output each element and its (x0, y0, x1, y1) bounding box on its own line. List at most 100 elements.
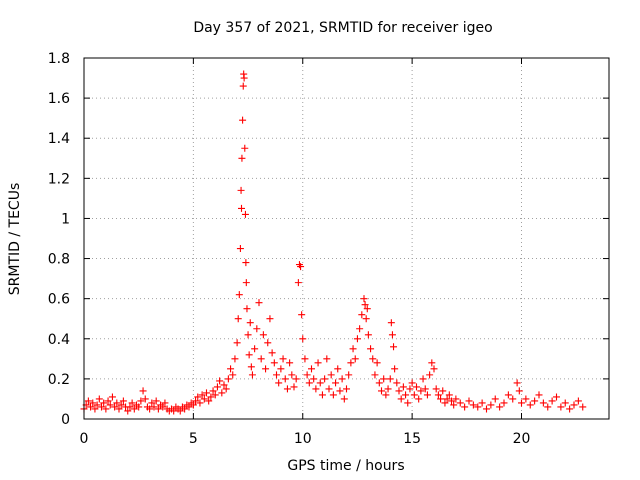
data-point (553, 393, 560, 401)
data-point (314, 359, 322, 367)
data-point (340, 395, 348, 403)
data-point (570, 401, 578, 409)
data-point (574, 397, 582, 405)
data-point (531, 397, 539, 405)
data-point (338, 375, 346, 383)
data-point (220, 381, 228, 389)
data-point (349, 345, 357, 353)
data-point (491, 395, 499, 403)
data-point (387, 319, 395, 327)
data-point (487, 401, 495, 409)
data-point (474, 403, 482, 411)
data-point (194, 393, 202, 401)
data-point (152, 397, 160, 405)
data-point (308, 365, 315, 373)
data-point (332, 379, 340, 387)
x-tick-label: 0 (80, 431, 89, 447)
data-point (251, 345, 259, 353)
data-point (364, 331, 372, 339)
data-point (325, 385, 333, 393)
data-point (277, 365, 285, 373)
data-point (240, 74, 248, 82)
data-point (305, 379, 313, 387)
data-point (231, 355, 239, 363)
data-point (334, 365, 342, 373)
data-point (535, 391, 543, 399)
data-point (561, 399, 569, 407)
data-point (189, 401, 197, 409)
y-tick-label: 1 (61, 211, 70, 227)
data-point (419, 375, 427, 383)
data-point (515, 387, 523, 395)
data-point (262, 365, 270, 373)
data-point (413, 383, 420, 391)
data-point (238, 204, 245, 212)
data-point (461, 403, 469, 411)
y-tick-label: 0 (61, 412, 70, 428)
data-point (84, 397, 92, 405)
x-tick-label: 10 (294, 431, 312, 447)
data-point (111, 403, 119, 411)
data-point (439, 387, 447, 395)
data-point (299, 335, 307, 343)
data-point (205, 397, 213, 405)
data-point (100, 399, 108, 407)
data-point (518, 399, 525, 407)
data-point (91, 405, 99, 413)
data-point (241, 144, 249, 152)
data-point (238, 154, 246, 162)
data-points (80, 70, 587, 415)
data-point (393, 379, 401, 387)
data-point (323, 355, 331, 363)
data-point (336, 387, 344, 395)
data-point (395, 387, 403, 395)
x-tick-label: 5 (189, 431, 198, 447)
data-point (390, 343, 398, 351)
data-point (209, 387, 217, 395)
data-point (369, 355, 377, 363)
data-point (108, 393, 116, 401)
data-point (382, 391, 390, 399)
data-point (242, 259, 250, 267)
data-point (483, 405, 490, 413)
data-point (347, 359, 355, 367)
data-point (450, 401, 458, 409)
y-tick-label: 1.4 (48, 131, 70, 147)
data-point (298, 311, 306, 319)
data-point (504, 391, 512, 399)
data-point (557, 403, 565, 411)
data-point (181, 405, 189, 413)
data-point (544, 403, 552, 411)
data-point (170, 407, 178, 415)
data-point (211, 391, 219, 399)
data-point (245, 351, 253, 359)
data-point (87, 403, 95, 411)
data-point (185, 403, 193, 411)
data-point (286, 359, 294, 367)
data-point (362, 315, 370, 323)
data-point (161, 399, 169, 407)
data-point (294, 279, 302, 287)
data-point (397, 395, 405, 403)
data-point (343, 385, 350, 393)
data-point (247, 363, 255, 371)
data-point (297, 263, 305, 271)
data-point (358, 311, 366, 319)
data-point (402, 391, 410, 399)
data-point (292, 375, 300, 383)
x-axis-label: GPS time / hours (287, 458, 404, 474)
data-point (159, 403, 167, 411)
data-point (248, 371, 256, 379)
data-point (448, 397, 455, 405)
data-point (89, 399, 97, 407)
data-point (345, 371, 353, 379)
data-point (242, 279, 250, 287)
data-point (268, 349, 276, 357)
data-point (430, 365, 438, 373)
data-point (290, 383, 298, 391)
data-point (360, 295, 368, 303)
data-point (441, 399, 449, 407)
data-point (176, 407, 184, 415)
data-point (222, 385, 230, 393)
